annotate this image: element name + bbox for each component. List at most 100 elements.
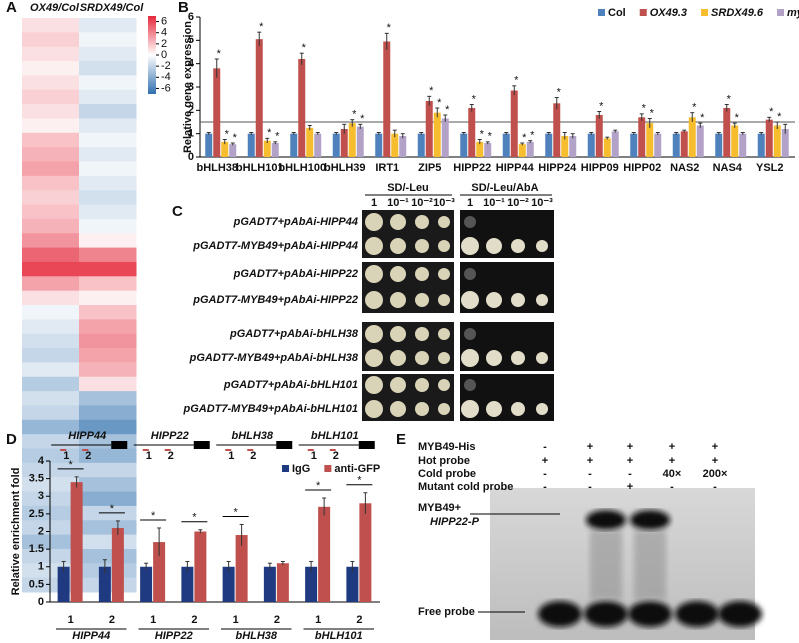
heatmap-cell bbox=[79, 419, 137, 435]
bar bbox=[672, 133, 680, 157]
dilution: 1 bbox=[371, 197, 377, 209]
colorbar bbox=[148, 16, 156, 94]
y-tick-label: 0 bbox=[188, 151, 194, 163]
primer-label: 2 bbox=[250, 450, 256, 462]
colony bbox=[390, 292, 406, 308]
x-tick-label: NAS4 bbox=[713, 162, 743, 174]
condition-label: Cold probe bbox=[418, 468, 476, 480]
primer-label: 1 bbox=[311, 450, 317, 462]
y-axis-label: Relative gene expression bbox=[182, 21, 194, 153]
free-band bbox=[675, 601, 719, 627]
gene-box bbox=[358, 441, 375, 449]
strain-label: pGADT7-MYB49+pAbAi-bHLH101 bbox=[183, 403, 359, 415]
legend-label: SRDX49.6 bbox=[711, 7, 764, 19]
colony bbox=[438, 352, 450, 364]
y-tick-label: 4 bbox=[188, 58, 195, 70]
bar bbox=[153, 542, 166, 602]
bar bbox=[765, 119, 773, 157]
condition-label: MYB49-His bbox=[418, 441, 475, 453]
heatmap-cell bbox=[79, 75, 137, 91]
strain-label: pGADT7+pAbAi-HIPP44 bbox=[233, 216, 358, 228]
x-tick-label: 2 bbox=[109, 614, 115, 626]
colony bbox=[365, 325, 383, 343]
heatmap-cell bbox=[79, 376, 137, 392]
y-tick-label: 5 bbox=[188, 34, 194, 46]
condition-mark: + bbox=[712, 455, 718, 467]
colony bbox=[390, 266, 406, 282]
bar bbox=[314, 133, 322, 157]
heatmap-cell bbox=[79, 520, 137, 536]
y-axis-label: Relative enrichment fold bbox=[10, 468, 22, 596]
x-tick-label: 2 bbox=[191, 614, 197, 626]
bar bbox=[70, 482, 83, 602]
bar bbox=[595, 115, 603, 157]
x-tick-label: HIPP22 bbox=[453, 162, 491, 174]
bar bbox=[298, 59, 306, 157]
bar bbox=[318, 506, 331, 602]
significance: * bbox=[472, 93, 477, 105]
colony bbox=[438, 379, 450, 391]
heatmap-cell bbox=[79, 319, 137, 335]
colony bbox=[415, 378, 429, 392]
significance: * bbox=[429, 85, 434, 97]
x-tick-label: HIPP24 bbox=[538, 162, 577, 174]
heatmap-cell bbox=[79, 61, 137, 76]
condition-mark: - bbox=[543, 441, 547, 453]
significance: * bbox=[777, 111, 782, 123]
heatmap-cell bbox=[22, 75, 80, 91]
condition-mark: - bbox=[628, 468, 632, 480]
significance: * bbox=[488, 131, 493, 143]
bar bbox=[468, 108, 476, 157]
condition-mark: + bbox=[542, 455, 548, 467]
bar bbox=[757, 133, 765, 157]
colony bbox=[365, 213, 383, 231]
bar bbox=[417, 133, 425, 157]
colony bbox=[438, 294, 450, 306]
bar bbox=[255, 39, 263, 157]
significance: * bbox=[233, 132, 238, 144]
significance: * bbox=[275, 131, 280, 143]
condition-mark: - bbox=[670, 481, 674, 493]
colony bbox=[461, 291, 479, 309]
bar bbox=[781, 129, 789, 157]
colony bbox=[536, 352, 548, 364]
heatmap-cell bbox=[22, 362, 80, 378]
colorbar-label: 2 bbox=[161, 38, 167, 50]
y-tick-label: 3.5 bbox=[29, 473, 44, 485]
heatmap-cell bbox=[79, 448, 137, 464]
colony bbox=[415, 267, 429, 281]
heatmap-cell bbox=[22, 333, 80, 349]
gene-box bbox=[111, 441, 128, 449]
legend-swatch bbox=[598, 9, 605, 16]
bar bbox=[611, 131, 619, 157]
colony bbox=[486, 401, 502, 417]
significance: * bbox=[360, 113, 365, 125]
legend-label: OX49.3 bbox=[650, 7, 687, 19]
group-label: bHLH38 bbox=[235, 630, 277, 642]
complex-label: HIPP22-P bbox=[430, 516, 480, 528]
bar bbox=[383, 41, 391, 157]
x-tick-label: bHLH38 bbox=[196, 162, 238, 174]
significance: * bbox=[692, 102, 697, 114]
colony bbox=[390, 326, 406, 342]
colony bbox=[415, 215, 429, 229]
dilution: 1 bbox=[467, 197, 473, 209]
heatmap-cell bbox=[79, 247, 137, 263]
heatmap-cell bbox=[79, 132, 137, 148]
heatmap-cell bbox=[79, 290, 137, 306]
significance: * bbox=[700, 112, 705, 124]
colony bbox=[486, 292, 502, 308]
heatmap-cell bbox=[22, 290, 80, 306]
bar bbox=[569, 136, 577, 157]
bar bbox=[425, 101, 433, 157]
heatmap-cell bbox=[22, 118, 80, 134]
condition-mark: 40× bbox=[663, 468, 682, 480]
bar bbox=[359, 503, 372, 602]
bar bbox=[205, 133, 213, 157]
heatmap-cell bbox=[22, 491, 80, 507]
bar bbox=[332, 133, 340, 157]
condition-mark: 200× bbox=[703, 468, 728, 480]
significance: * bbox=[514, 75, 519, 87]
x-tick-label: IRT1 bbox=[375, 162, 399, 174]
bar bbox=[518, 144, 526, 157]
